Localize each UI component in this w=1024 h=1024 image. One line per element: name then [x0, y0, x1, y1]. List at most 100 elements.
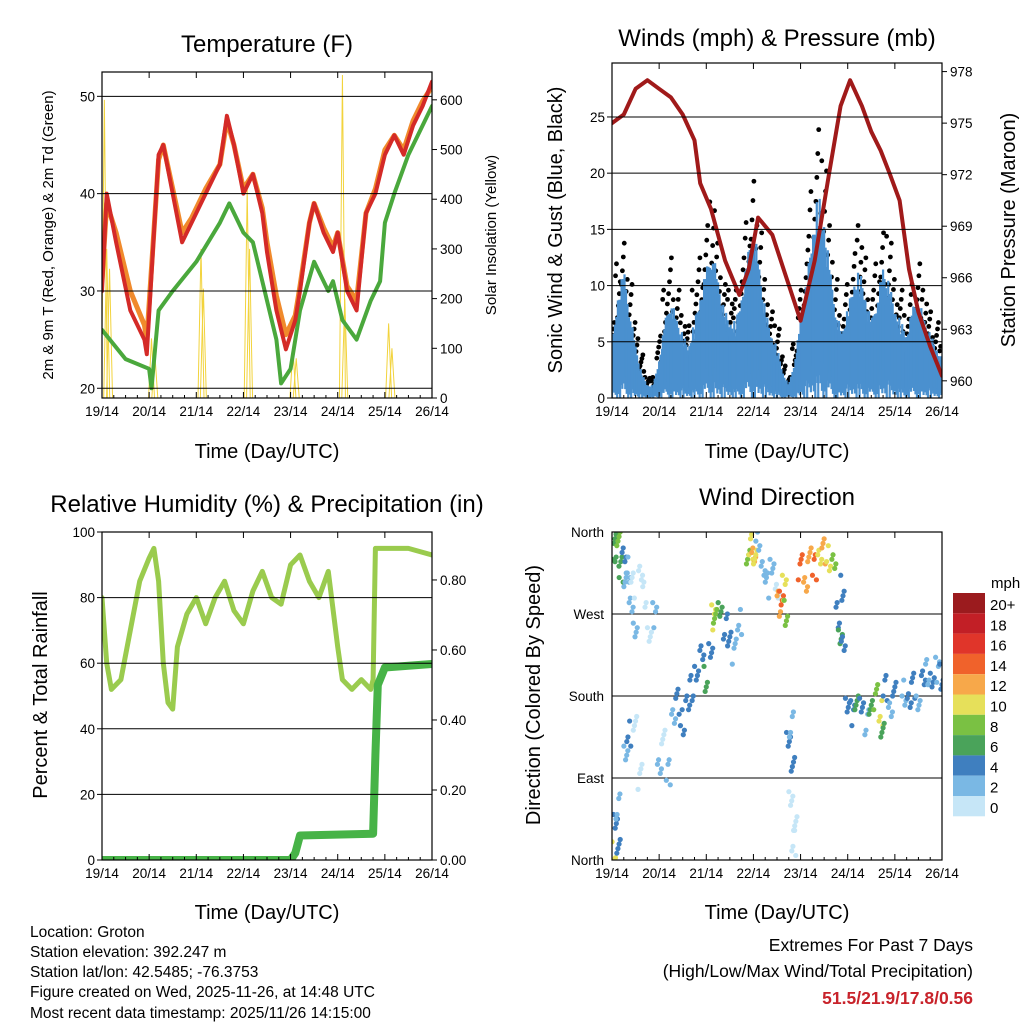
direction-point: [612, 839, 615, 845]
direction-point: [676, 711, 682, 717]
direction-point: [777, 609, 784, 615]
direction-point: [782, 622, 788, 628]
direction-point: [805, 559, 811, 565]
direction-point: [909, 675, 916, 681]
gust-point: [803, 275, 809, 281]
gust-point: [770, 309, 775, 315]
direction-point: [804, 584, 811, 590]
direction-point: [860, 700, 867, 706]
direction-point: [666, 757, 672, 763]
direction-point: [875, 682, 881, 688]
direction-point: [724, 611, 731, 617]
direction-point: [724, 643, 731, 649]
y-right-tick-label: 975: [950, 116, 973, 131]
gust-point: [789, 346, 795, 352]
gust-point: [765, 302, 770, 308]
gust-point: [797, 296, 803, 302]
direction-point: [620, 545, 626, 551]
direction-point: [866, 711, 872, 717]
gust-point: [938, 343, 942, 349]
gust-point: [907, 302, 913, 308]
solar-spike: [338, 74, 346, 398]
direction-point: [644, 625, 651, 631]
direction-point: [925, 682, 931, 688]
gust-point: [660, 296, 666, 302]
y-tick-label: 20: [80, 787, 95, 802]
direction-point: [652, 609, 659, 615]
direction-point: [613, 816, 619, 822]
direction-point: [631, 595, 637, 601]
direction-point: [628, 743, 634, 749]
gust-point: [703, 252, 709, 258]
direction-point: [680, 732, 686, 738]
direction-point: [668, 711, 675, 717]
gust-point: [819, 158, 825, 164]
direction-point: [821, 536, 827, 542]
direction-point: [940, 677, 942, 683]
direction-point: [838, 572, 844, 578]
gust-point: [850, 276, 856, 282]
gust-point: [751, 178, 757, 184]
gust-point: [814, 175, 820, 180]
direction-point: [710, 620, 717, 626]
direction-point: [623, 570, 629, 576]
direction-point: [690, 693, 696, 699]
direction-point: [789, 764, 795, 770]
direction-point: [713, 611, 719, 617]
direction-point: [670, 707, 676, 713]
direction-point: [790, 759, 797, 765]
gust-point: [941, 352, 942, 354]
footer-location: Location: Groton: [30, 924, 145, 941]
gust-point: [695, 279, 701, 285]
y-tick-label: 40: [80, 722, 95, 737]
gust-point: [924, 301, 930, 307]
direction-point: [918, 672, 925, 679]
temp-2m-line: [102, 79, 432, 357]
direction-point: [908, 700, 914, 706]
y-right-tick-label: 500: [440, 143, 463, 158]
direction-point: [630, 570, 636, 576]
direction-point: [889, 709, 896, 715]
direction-point: [642, 604, 648, 610]
direction-point: [732, 641, 738, 647]
gust-point: [937, 348, 942, 354]
direction-point: [937, 661, 942, 667]
direction-point: [844, 709, 850, 715]
direction-point: [685, 707, 692, 713]
x-tick-label: 26/14: [415, 404, 449, 419]
direction-point: [634, 713, 640, 720]
gust-point: [872, 273, 878, 279]
direction-point: [697, 647, 703, 654]
extremes-subheading: (High/Low/Max Wind/Total Precipitation): [663, 961, 973, 981]
gust-point: [769, 316, 774, 322]
gust-point: [685, 329, 691, 335]
gust-point: [851, 263, 857, 269]
gust-point: [726, 287, 731, 293]
y-right-tick-label: 300: [440, 242, 463, 257]
gust-point: [919, 296, 925, 302]
direction-point: [701, 652, 707, 658]
gust-point: [628, 292, 634, 297]
direction-point: [790, 709, 797, 715]
direction-point: [833, 604, 839, 610]
y-right-tick-label: 100: [440, 341, 463, 356]
direction-point: [657, 770, 663, 777]
direction-point: [879, 729, 885, 736]
direction-point: [709, 602, 715, 608]
x-tick-label: 24/14: [321, 866, 355, 881]
legend-swatch: [953, 714, 985, 736]
gust-point: [827, 223, 832, 228]
extremes-heading: Extremes For Past 7 Days: [769, 935, 973, 955]
legend-label: 8: [990, 719, 998, 736]
direction-point: [939, 682, 942, 688]
gust-point: [935, 326, 940, 332]
direction-point: [856, 695, 863, 701]
direction-point: [704, 679, 711, 685]
direction-point: [617, 836, 623, 843]
direction-point: [694, 672, 701, 679]
legend-swatch: [953, 593, 985, 614]
direction-point: [637, 563, 643, 569]
gust-point: [667, 279, 672, 285]
direction-point: [833, 561, 839, 567]
y-tick-label: South: [569, 689, 604, 704]
